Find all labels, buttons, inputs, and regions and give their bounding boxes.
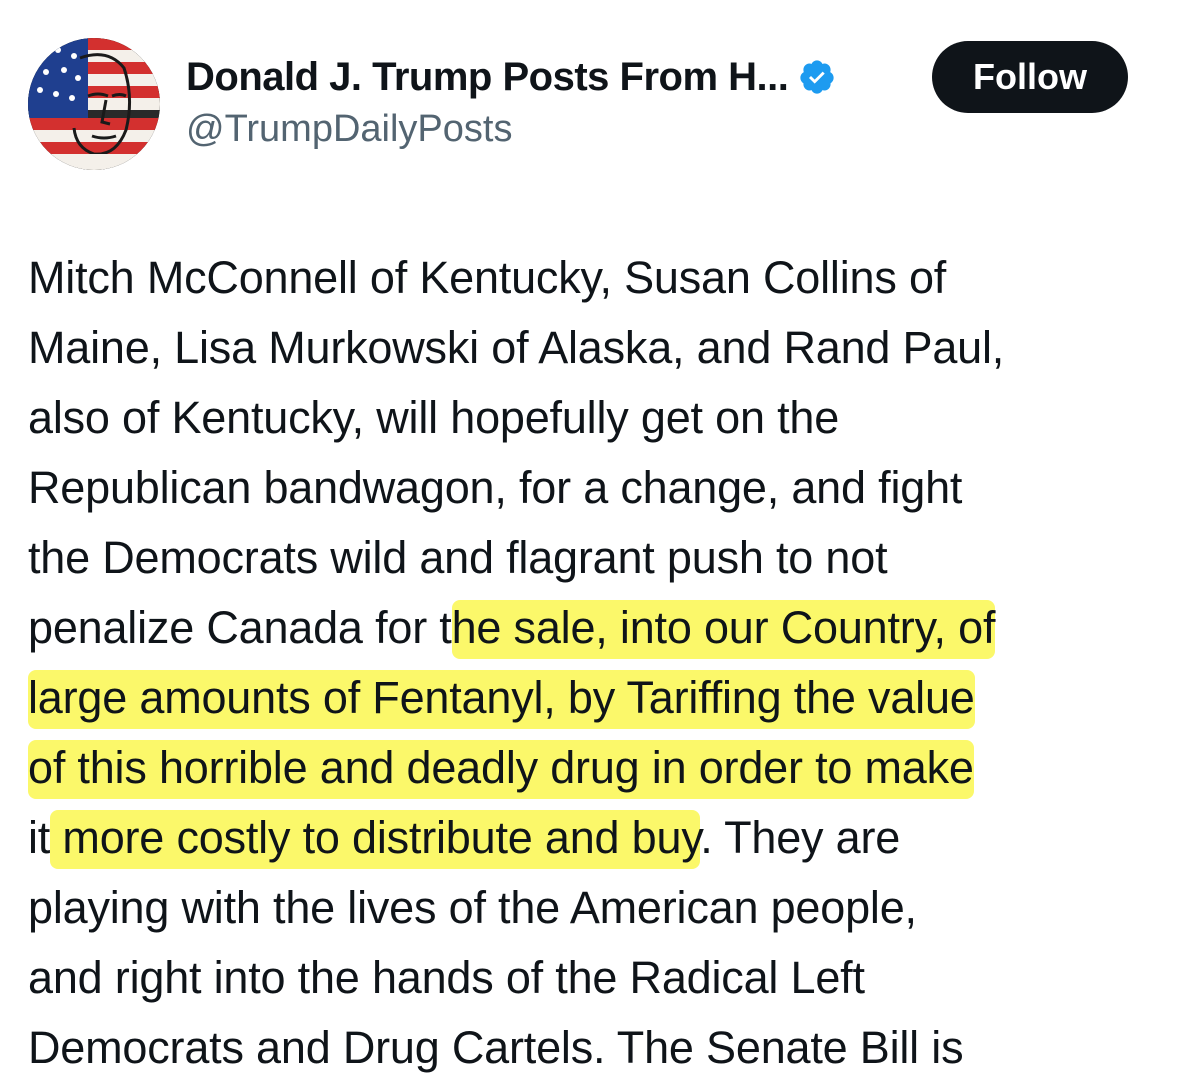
post-line: also of Kentucky, will hopefully get on … xyxy=(28,383,1158,453)
avatar[interactable] xyxy=(28,38,160,170)
post-text-segment: Mitch McConnell of Kentucky, Susan Colli… xyxy=(28,252,947,303)
post-text-segment: it xyxy=(28,812,51,863)
post-line: Democrats and Drug Cartels. The Senate B… xyxy=(28,1013,1158,1083)
post-text-segment: the Democrats wild and flagrant push to … xyxy=(28,532,888,583)
post-text-segment: Maine, Lisa Murkowski of Alaska, and Ran… xyxy=(28,322,1005,373)
author-handle[interactable]: @TrumpDailyPosts xyxy=(186,108,513,150)
author-name-row[interactable]: Donald J. Trump Posts From H... xyxy=(186,52,836,102)
flag-face-avatar-icon xyxy=(28,38,160,170)
author-display-name[interactable]: Donald J. Trump Posts From H... xyxy=(186,54,789,99)
verified-badge-icon[interactable] xyxy=(798,58,836,96)
post-text-segment: Democrats and Drug Cartels. The Senate B… xyxy=(28,1022,964,1073)
follow-button[interactable]: Follow xyxy=(932,41,1128,113)
post-text-segment: . They are xyxy=(700,812,901,863)
post-line: Maine, Lisa Murkowski of Alaska, and Ran… xyxy=(28,313,1158,383)
highlighted-text: more costly to distribute and buy xyxy=(50,810,700,869)
post-line: it more costly to distribute and buy. Th… xyxy=(28,803,1158,873)
post-text-segment: penalize Canada for t xyxy=(28,602,452,653)
post-line: playing with the lives of the American p… xyxy=(28,873,1158,943)
post-text-segment: also of Kentucky, will hopefully get on … xyxy=(28,392,840,443)
post-line: large amounts of Fentanyl, by Tariffing … xyxy=(28,663,1158,733)
post-line: Mitch McConnell of Kentucky, Susan Colli… xyxy=(28,243,1158,313)
post-text-segment: and right into the hands of the Radical … xyxy=(28,952,865,1003)
post-line: and right into the hands of the Radical … xyxy=(28,943,1158,1013)
post-text-segment: Republican bandwagon, for a change, and … xyxy=(28,462,963,513)
post-line: of this horrible and deadly drug in orde… xyxy=(28,733,1158,803)
highlighted-text: of this horrible and deadly drug in orde… xyxy=(28,740,974,799)
post-header: Donald J. Trump Posts From H... @TrumpDa… xyxy=(0,0,1179,200)
post-text: Mitch McConnell of Kentucky, Susan Colli… xyxy=(28,243,1158,1083)
highlighted-text: large amounts of Fentanyl, by Tariffing … xyxy=(28,670,975,729)
highlighted-text: he sale, into our Country, of xyxy=(451,600,995,659)
post-line: the Democrats wild and flagrant push to … xyxy=(28,523,1158,593)
post-line: penalize Canada for the sale, into our C… xyxy=(28,593,1158,663)
post-line: Republican bandwagon, for a change, and … xyxy=(28,453,1158,523)
post-text-segment: playing with the lives of the American p… xyxy=(28,882,917,933)
